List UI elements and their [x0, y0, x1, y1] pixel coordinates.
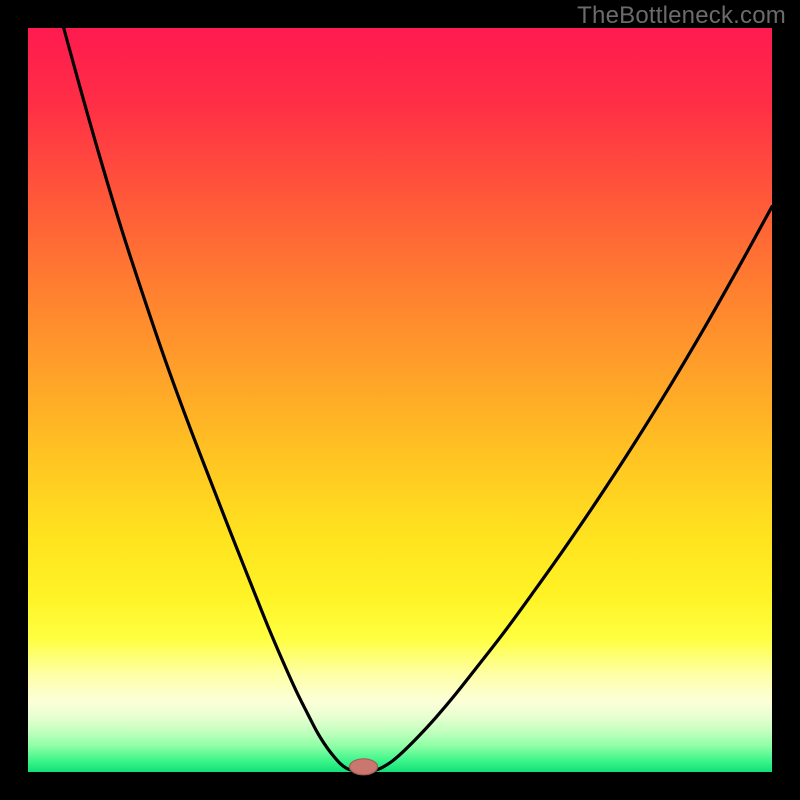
- optimal-point-marker: [350, 759, 378, 775]
- chart-overlay: [0, 0, 800, 800]
- bottleneck-curve: [64, 28, 772, 771]
